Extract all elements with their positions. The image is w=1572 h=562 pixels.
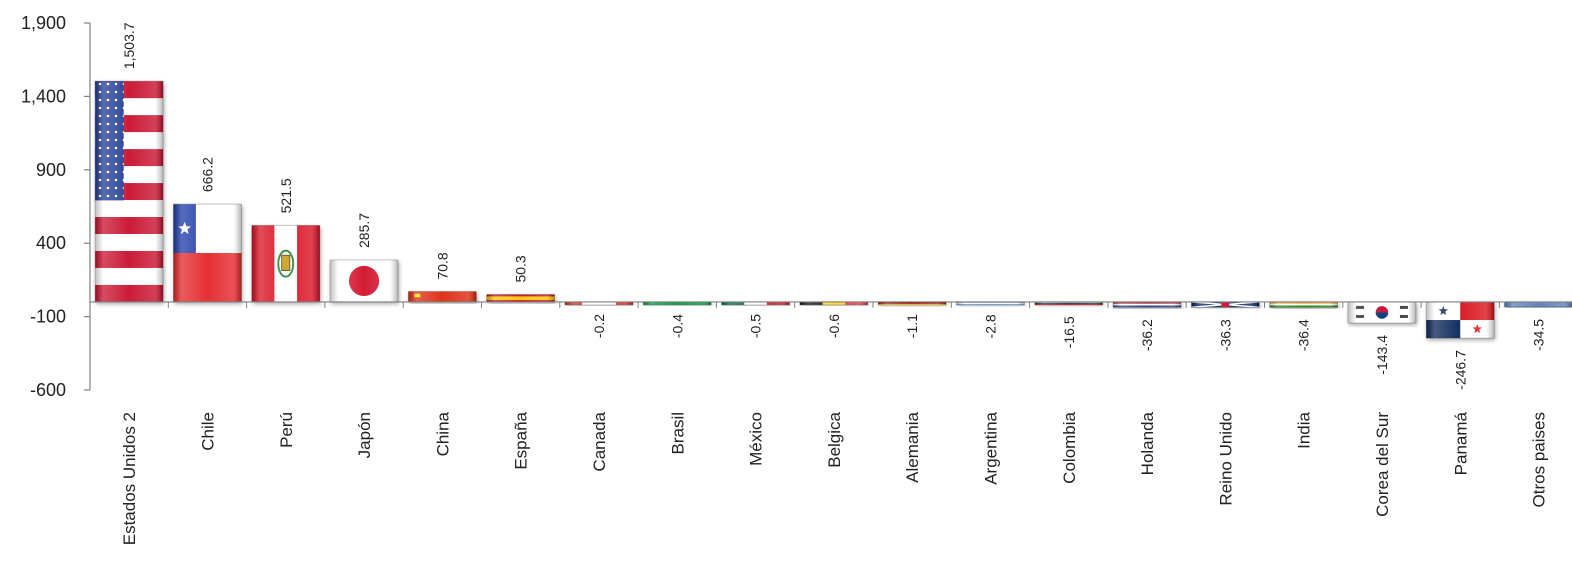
bar-value-label: 50.3 <box>513 255 529 282</box>
bar-value-label: -36.4 <box>1296 319 1312 351</box>
bar-value-label: -246.7 <box>1452 350 1468 390</box>
bar-value-label: -0.2 <box>591 314 607 338</box>
category-label: India <box>1295 411 1314 448</box>
category-label: Japón <box>355 412 374 458</box>
bar <box>1112 301 1182 308</box>
category-label: Estados Unidos 2 <box>120 412 139 545</box>
bar <box>1504 301 1572 308</box>
y-tick-label: -100 <box>30 307 66 327</box>
bar-value-label: -143.4 <box>1374 335 1390 375</box>
category-label: Otros paises <box>1530 412 1549 507</box>
category-label: Colombia <box>1060 411 1079 483</box>
y-tick-label: 400 <box>36 233 66 253</box>
bar-value-label: -0.6 <box>826 314 842 338</box>
category-label: Canada <box>590 411 609 471</box>
bar <box>1190 301 1260 308</box>
category-label: Alemania <box>903 411 922 482</box>
category-label: Reino Unido <box>1216 412 1235 506</box>
bar-value-label: -36.2 <box>1139 319 1155 351</box>
y-tick-label: 1,400 <box>21 86 66 106</box>
category-label: Perú <box>277 412 296 448</box>
category-label: Chile <box>198 412 217 451</box>
bar-value-label: -0.5 <box>748 314 764 338</box>
bar <box>1425 301 1495 339</box>
bar-value-label: 1,503.7 <box>121 22 137 69</box>
bar <box>173 203 242 303</box>
bar-value-label: 285.7 <box>356 213 372 248</box>
bar <box>329 259 399 303</box>
bar-value-label: -2.8 <box>982 314 998 338</box>
labels-layer: 1,503.7 Estados Unidos 2 666.2 Chile 521.5 Pe… <box>120 22 1548 545</box>
bar-value-label: -34.5 <box>1531 319 1547 351</box>
bar-value-label: -1.1 <box>904 314 920 338</box>
bar <box>1269 301 1339 308</box>
bar <box>486 294 556 303</box>
y-tick-label: -600 <box>30 380 66 400</box>
category-label: Brasil <box>668 412 687 455</box>
category-label: Panamá <box>1451 411 1470 475</box>
category-label: Belgica <box>825 411 844 467</box>
category-label: México <box>747 412 766 466</box>
bar-value-label: -16.5 <box>1061 316 1077 348</box>
bar <box>407 291 477 303</box>
bar-value-label: 666.2 <box>199 157 215 192</box>
bar <box>1347 301 1417 324</box>
bar-value-label: -36.3 <box>1217 319 1233 351</box>
category-label: Argentina <box>981 411 1000 484</box>
bar-value-label: 521.5 <box>278 178 294 213</box>
category-label: China <box>433 411 452 456</box>
category-label: Corea del Sur <box>1373 412 1392 517</box>
bar <box>251 224 321 303</box>
bars-layer <box>94 80 1572 339</box>
bar-value-label: -0.4 <box>669 314 685 338</box>
category-label: España <box>512 411 531 469</box>
y-tick-label: 1,900 <box>21 13 66 33</box>
bar-value-label: 70.8 <box>434 252 450 279</box>
category-label: Holanda <box>1138 411 1157 475</box>
y-axis: -600 -100 400 900 1,400 1,900 <box>21 13 1572 400</box>
bar <box>94 80 164 303</box>
y-tick-label: 900 <box>36 160 66 180</box>
